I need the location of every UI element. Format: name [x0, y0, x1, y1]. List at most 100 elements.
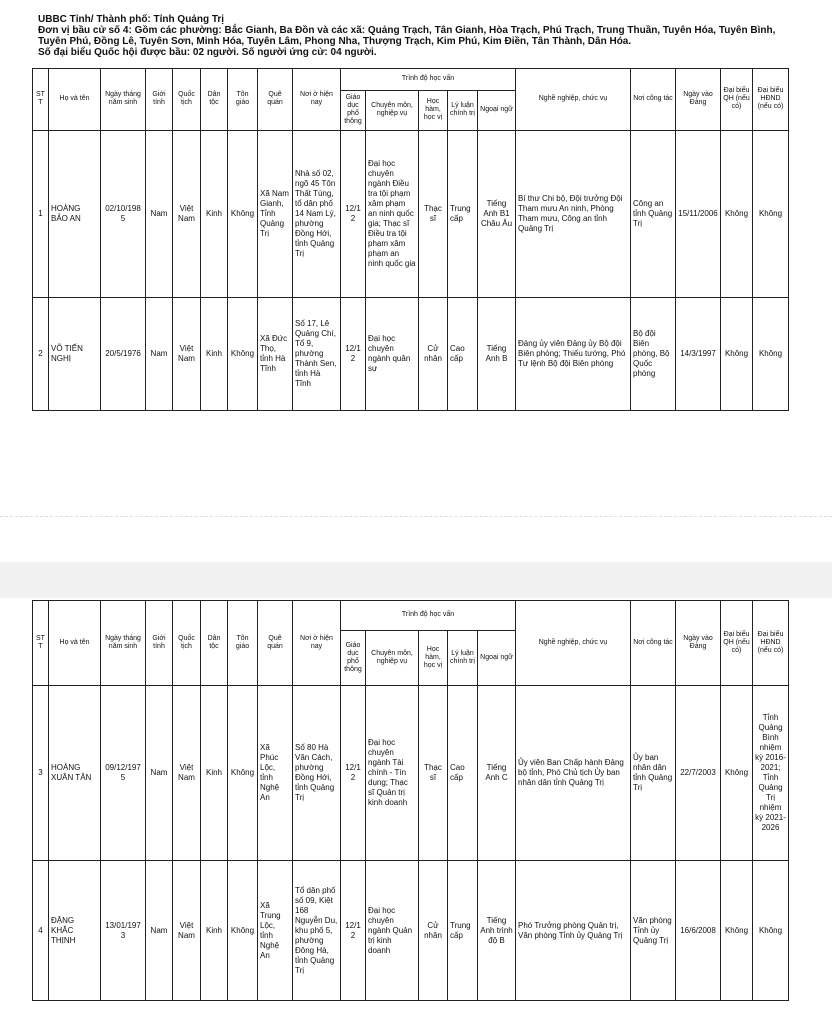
column-header: ST T	[32, 68, 49, 131]
cell: 13/01/1973	[100, 860, 146, 1001]
cell: Cao cấp	[447, 685, 478, 861]
cell: Phó Trưởng phòng Quản trị, Văn phòng Tỉn…	[515, 860, 632, 1001]
cell: 12/12	[340, 685, 366, 861]
table-body: 1 HOÀNG BẢO AN 02/10/1985 Nam Việt Nam Kinh Kh…	[32, 129, 790, 411]
header-row: ST T Họ và tên Ngày tháng năm sinh Giới tín…	[32, 68, 790, 131]
column-header: Nơi công tác	[630, 600, 677, 686]
column-header: Giới tính	[145, 600, 173, 686]
column-header: Ngày vào Đảng	[675, 600, 722, 686]
candidate-row: 2 VÕ TIẾN NGHỊ 20/5/1976 Nam Việt Nam Kinh Khô…	[32, 296, 790, 411]
cell: Tiếng Anh B	[476, 296, 517, 411]
cell: Không	[752, 296, 790, 411]
cell: Đảng ủy viên Đảng ủy Bộ đội Biên phòng; …	[515, 296, 632, 411]
cell: Tiếng Anh B1 Châu Âu	[476, 129, 517, 298]
cell: HOÀNG XUÂN TÂN	[48, 685, 101, 861]
page-break	[0, 516, 832, 517]
cell: 14/3/1997	[675, 296, 722, 411]
column-header: Quê quán	[257, 600, 293, 686]
cell: 22/7/2003	[675, 685, 722, 861]
cell: Kinh	[200, 129, 228, 298]
column-header: Đại biểu QH (nếu có)	[720, 68, 754, 131]
subcolumn-header: Giáo dục phổ thông	[340, 89, 366, 131]
column-header: Ngày tháng năm sinh	[100, 600, 146, 686]
column-header: Họ và tên	[48, 68, 101, 131]
cell: Xã Phúc Lộc, tỉnh Nghệ An	[257, 685, 293, 861]
cell: Kinh	[200, 860, 228, 1001]
cell: Nhà số 02, ngõ 45 Tôn Thất Tùng, tổ dân …	[292, 129, 341, 298]
cell: Cử nhân	[418, 296, 448, 411]
subcolumn-header: Chuyên môn, nghiệp vụ	[365, 89, 419, 131]
cell: Thạc sĩ	[418, 129, 448, 298]
column-header: Nơi ở hiện nay	[292, 600, 341, 686]
column-header: Giới tính	[145, 68, 173, 131]
candidate-row: 1 HOÀNG BẢO AN 02/10/1985 Nam Việt Nam Kinh Kh…	[32, 129, 790, 298]
cell: Không	[227, 685, 258, 861]
subcolumn-header: Ngoại ngữ	[476, 89, 517, 131]
cell: ĐẶNG KHẮC THỊNH	[48, 860, 101, 1001]
cell: Đại học chuyên ngành quân sự	[365, 296, 419, 411]
column-header: Quốc tịch	[172, 68, 201, 131]
cell: Đại học chuyên ngành Điều tra tội phạm x…	[365, 129, 419, 298]
cell: 12/12	[340, 296, 366, 411]
cell: 02/10/1985	[100, 129, 146, 298]
cell: Việt Nam	[172, 129, 201, 298]
cell: 09/12/1975	[100, 685, 146, 861]
cell: Nam	[145, 129, 173, 298]
candidate-table: ST T Họ và tên Ngày tháng năm sinh Giới tín…	[32, 600, 790, 1001]
cell: Không	[227, 129, 258, 298]
cell: Ủy ban nhân dân tỉnh Quảng Trị	[630, 685, 677, 861]
subcolumn-header: Ngoại ngữ	[476, 629, 517, 687]
cell: Tiếng Anh trình độ B	[476, 860, 517, 1001]
cell: Cử nhân	[418, 860, 448, 1001]
cell: Xã Trung Lộc, tỉnh Nghệ An	[257, 860, 293, 1001]
cell: Ủy viên Ban Chấp hành Đảng bộ tỉnh, Phó …	[515, 685, 632, 861]
cell: Đại học chuyên ngành Tài chính - Tín dụn…	[365, 685, 419, 861]
subcolumn-header: Giáo dục phổ thông	[340, 629, 366, 687]
cell: Kinh	[200, 296, 228, 411]
cell: Số 80 Hà Văn Cách, phường Đồng Hới, tỉnh…	[292, 685, 341, 861]
column-header: Tôn giáo	[227, 600, 258, 686]
cell: Trung cấp	[447, 129, 478, 298]
cell: Nam	[145, 685, 173, 861]
seats: Số đại biểu Quốc hội được bầu: 02 người.…	[38, 47, 377, 58]
cell: Không	[720, 860, 754, 1001]
cell: 15/11/2006	[675, 129, 722, 298]
page-gap	[0, 562, 832, 598]
cell: Không	[752, 860, 790, 1001]
column-header: ST T	[32, 600, 49, 686]
column-header: Tôn giáo	[227, 68, 258, 131]
column-header: Họ và tên	[48, 600, 101, 686]
cell: Cao cấp	[447, 296, 478, 411]
header-subrow: Giáo dục phổ thông Chuyên môn, nghiệp vụ H…	[33, 629, 789, 687]
subcolumn-header: Học hàm, học vị	[418, 629, 448, 687]
cell: Việt Nam	[172, 860, 201, 1001]
title: UBBC Tỉnh/ Thành phố: Tỉnh Quảng Trị	[38, 14, 225, 25]
column-header: Nghề nghiệp, chức vụ	[515, 600, 632, 686]
column-header: Dân tộc	[200, 600, 228, 686]
cell: Việt Nam	[172, 296, 201, 411]
subcolumn-header: Chuyên môn, nghiệp vụ	[365, 629, 419, 687]
table-head: ST T Họ và tên Ngày tháng năm sinh Giới tín…	[32, 68, 790, 131]
cell: 20/5/1976	[100, 296, 146, 411]
candidate-table: ST T Họ và tên Ngày tháng năm sinh Giới tín…	[32, 68, 790, 411]
column-header: Đại biểu HĐND (nếu có)	[752, 600, 790, 686]
column-header: Nơi ở hiện nay	[292, 68, 341, 131]
table-head: ST T Họ và tên Ngày tháng năm sinh Giới tín…	[32, 600, 790, 687]
cell: Không	[227, 860, 258, 1001]
column-header: Ngày tháng năm sinh	[100, 68, 146, 131]
group-header: Trình độ học vấn	[339, 600, 517, 631]
unit: Đơn vị bầu cử số 4: Gồm các phường: Bắc …	[38, 25, 776, 47]
candidate-row: 4 ĐẶNG KHẮC THỊNH 13/01/1973 Nam Việt Nam Kin…	[32, 860, 790, 1001]
cell: 1	[32, 129, 49, 298]
cell: Số 17, Lê Quảng Chí, Tổ 9, phường Thành …	[292, 296, 341, 411]
cell: Văn phòng Tỉnh ủy Quảng Trị	[630, 860, 677, 1001]
cell: 12/12	[340, 860, 366, 1001]
cell: Không	[720, 296, 754, 411]
column-header: Đại biểu HĐND (nếu có)	[752, 68, 790, 131]
cell: Trung cấp	[447, 860, 478, 1001]
column-header: Đại biểu QH (nếu có)	[720, 600, 754, 686]
column-header: Quốc tịch	[172, 600, 201, 686]
cell: VÕ TIẾN NGHỊ	[48, 296, 101, 411]
group-header: Trình độ học vấn	[339, 68, 517, 91]
